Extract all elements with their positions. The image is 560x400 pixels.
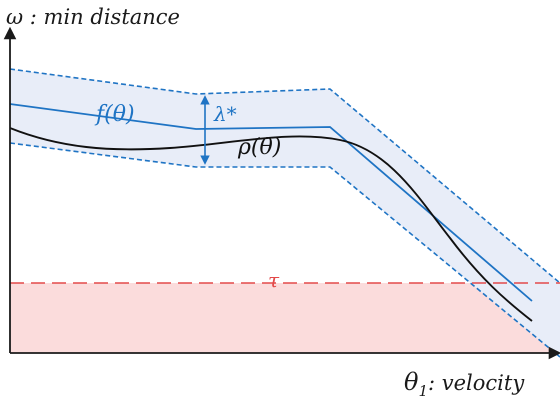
rho-curve bbox=[9, 127, 533, 322]
f-label: f(θ) bbox=[94, 102, 135, 127]
uncertainty-band bbox=[10, 69, 560, 357]
x-axis-title-main: θ bbox=[404, 368, 419, 396]
lambda-label: λ* bbox=[213, 102, 237, 126]
tau-label: τ bbox=[268, 268, 280, 292]
x-axis-title-suffix: : velocity bbox=[428, 371, 525, 395]
x-axis-title: θ1: velocity bbox=[404, 368, 525, 400]
rho-label: ρ(θ) bbox=[237, 135, 281, 160]
y-axis-title: ω : min distance bbox=[6, 5, 180, 29]
band-upper-bound bbox=[9, 68, 560, 284]
x-axis-title-sub: 1 bbox=[418, 382, 428, 400]
threshold-region bbox=[10, 283, 560, 353]
